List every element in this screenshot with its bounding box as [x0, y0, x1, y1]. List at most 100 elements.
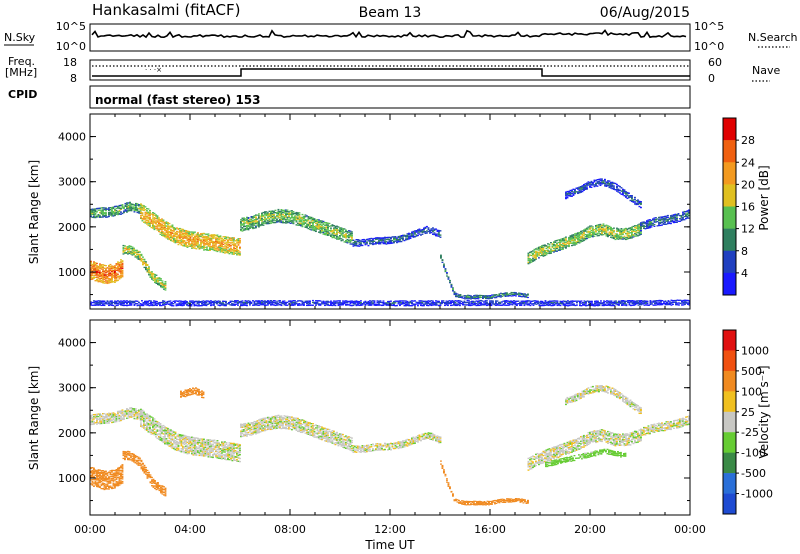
power-y-axis: 1000 2000 3000 4000 — [58, 113, 690, 296]
velocity-marks — [90, 385, 690, 506]
velocity-swatch — [723, 493, 736, 515]
nave-label: Nave — [752, 64, 780, 77]
velocity-tick-label: -1000 — [741, 488, 773, 501]
velocity-tick-label: 500 — [741, 365, 762, 378]
velocity-ytick-label: 4000 — [58, 337, 86, 350]
noise-panel: N.Sky 10^5 10^0 10^5 10^0 N.Search — [4, 20, 798, 53]
power-band-4 — [440, 254, 529, 300]
velocity-colorbar-label: Velocity [m s⁻¹] — [757, 365, 771, 458]
velocity-swatch — [723, 350, 736, 372]
noise-tick-left-bottom: 10^0 — [56, 40, 86, 53]
svg-text:· · ·×: · · ·× — [145, 66, 162, 74]
power-band-8 — [122, 244, 167, 291]
power-colorbar: 4 8 12 16 20 24 28 — [722, 117, 755, 296]
velocity-tick-label: 25 — [741, 406, 755, 419]
power-ytick-label: 3000 — [58, 176, 86, 189]
velocity-swatch — [723, 330, 736, 351]
power-band-5 — [527, 223, 642, 265]
noise-tick-left-top: 10^5 — [56, 20, 86, 33]
power-tick-label: 24 — [741, 156, 755, 169]
velocity-band-6 — [545, 448, 627, 468]
velocity-band-3 — [352, 432, 442, 453]
noise-tick-right-top: 10^5 — [694, 20, 724, 33]
date-title: 06/Aug/2015 — [600, 5, 690, 21]
power-band-7 — [90, 259, 124, 285]
power-ylabel: Slant Range [km] — [27, 160, 41, 264]
power-tick-label: 16 — [741, 201, 755, 214]
power-tick-label: 12 — [741, 223, 755, 236]
velocity-band-4 — [440, 460, 529, 506]
x-tick-label: 00:00 — [674, 523, 706, 536]
freq-tick-right-top: 60 — [708, 56, 722, 69]
power-tick-label: 28 — [741, 134, 755, 147]
power-swatch — [723, 118, 736, 141]
power-band-2 — [240, 208, 353, 245]
power-tick-label: 8 — [741, 245, 748, 258]
power-band-6 — [640, 208, 690, 232]
noise-left-label: N.Sky — [4, 31, 36, 44]
freq-tick-left-bottom: 8 — [70, 72, 77, 85]
power-swatch — [723, 184, 736, 207]
power-swatch — [723, 250, 736, 274]
power-swatch — [723, 140, 736, 163]
power-ytick-label: 2000 — [58, 221, 86, 234]
velocity-band-10 — [180, 387, 205, 399]
freq-tick-left-top: 18 — [63, 56, 77, 69]
velocity-swatch — [723, 452, 736, 474]
noise-sky-trace — [91, 29, 687, 39]
velocity-swatch — [723, 473, 736, 494]
x-tick-label: 12:00 — [374, 523, 406, 536]
power-swatch — [723, 228, 736, 252]
velocity-tick-label: 1000 — [741, 344, 769, 357]
power-band-0 — [90, 201, 142, 219]
velocity-swatch — [723, 370, 736, 392]
velocity-tick-label: -100 — [741, 447, 766, 460]
power-band-10 — [90, 299, 690, 307]
x-tick-label: 08:00 — [274, 523, 306, 536]
velocity-band-5 — [527, 429, 642, 471]
power-band-3 — [352, 225, 442, 247]
velocity-tick-label: -500 — [741, 467, 766, 480]
velocity-swatch — [723, 411, 736, 433]
power-swatch — [723, 272, 736, 296]
velocity-swatch — [723, 432, 736, 453]
x-tick-labels: 00:00 04:00 08:00 12:00 16:00 20:00 00:00 — [74, 523, 706, 536]
noise-tick-right-bottom: 10^0 — [694, 40, 724, 53]
cpid-panel: CPID normal (fast stereo) 153 — [8, 85, 691, 109]
freq-tick-right-bottom: 0 — [708, 72, 715, 85]
velocity-band-2 — [240, 414, 353, 452]
velocity-y-axis: 1000 2000 3000 4000 — [58, 319, 690, 502]
frequency-trace — [92, 68, 690, 77]
velocity-panel: 1000 2000 3000 4000 Slant Range [km] — [27, 319, 691, 516]
velocity-ylabel: Slant Range [km] — [27, 366, 41, 470]
freq-label-2: [MHz] — [5, 66, 37, 79]
velocity-band-11 — [565, 385, 642, 415]
power-ytick-label: 1000 — [58, 266, 86, 279]
velocity-x-ticks — [89, 320, 691, 515]
x-tick-label: 00:00 — [74, 523, 106, 536]
velocity-band-9 — [122, 450, 167, 497]
x-tick-label: 16:00 — [474, 523, 506, 536]
cpid-mode: normal (fast stereo) 153 — [95, 93, 261, 107]
velocity-band-7 — [640, 414, 690, 438]
velocity-swatch — [723, 391, 736, 413]
velocity-ytick-label: 3000 — [58, 382, 86, 395]
velocity-band-1 — [140, 408, 241, 463]
power-band-9 — [565, 178, 642, 209]
velocity-band-0 — [90, 407, 142, 426]
velocity-tick-label: -25 — [741, 426, 759, 439]
power-colorbar-label: Power [dB] — [757, 165, 771, 230]
power-tick-label: 20 — [741, 178, 755, 191]
noise-right-label: N.Search — [748, 31, 798, 44]
velocity-ytick-label: 1000 — [58, 472, 86, 485]
velocity-band-8 — [90, 464, 124, 491]
frequency-panel: · · ·× Freq. [MHz] 18 8 60 0 Nave — [5, 55, 780, 85]
station-title: Hankasalmi (fitACF) — [92, 1, 240, 19]
power-tick-label: 4 — [741, 267, 748, 280]
freq-label-1: Freq. — [8, 55, 35, 68]
x-axis-label: Time UT — [364, 538, 415, 552]
power-ytick-label: 4000 — [58, 131, 86, 144]
power-swatch — [723, 206, 736, 229]
velocity-tick-label: 100 — [741, 385, 762, 398]
